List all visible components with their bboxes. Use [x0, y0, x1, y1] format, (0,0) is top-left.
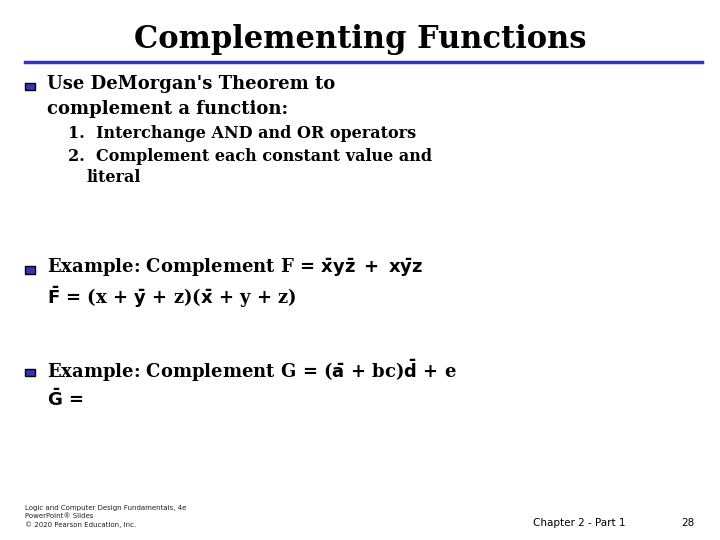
Text: literal: literal [86, 168, 141, 186]
FancyBboxPatch shape [25, 266, 35, 274]
FancyBboxPatch shape [25, 83, 35, 90]
Text: 1.  Interchange AND and OR operators: 1. Interchange AND and OR operators [68, 125, 417, 143]
Text: $\mathbf{\bar{F}}$ = (x + $\mathbf{\bar{y}}$ + z)($\mathbf{\bar{x}}$ + y + z): $\mathbf{\bar{F}}$ = (x + $\mathbf{\bar{… [47, 284, 297, 310]
Text: $\mathbf{\bar{G}}$ =: $\mathbf{\bar{G}}$ = [47, 389, 83, 410]
Text: complement a function:: complement a function: [47, 100, 288, 118]
FancyBboxPatch shape [25, 369, 35, 376]
Text: Chapter 2 - Part 1: Chapter 2 - Part 1 [533, 518, 625, 528]
Text: Logic and Computer Design Fundamentals, 4e
PowerPoint® Slides
© 2020 Pearson Edu: Logic and Computer Design Fundamentals, … [25, 505, 186, 528]
Text: Complementing Functions: Complementing Functions [134, 24, 586, 55]
Text: 28: 28 [682, 518, 695, 528]
Text: 2.  Complement each constant value and: 2. Complement each constant value and [68, 148, 433, 165]
Text: Use DeMorgan's Theorem to: Use DeMorgan's Theorem to [47, 75, 335, 93]
Text: Example: Complement F = $\mathbf{\bar{x}y\bar{z}\ +\ x\bar{y}z}$: Example: Complement F = $\mathbf{\bar{x}… [47, 256, 423, 279]
Text: Example: Complement G = ($\mathbf{\bar{a}}$ + bc)$\mathbf{\bar{d}}$ + e: Example: Complement G = ($\mathbf{\bar{a… [47, 357, 456, 384]
